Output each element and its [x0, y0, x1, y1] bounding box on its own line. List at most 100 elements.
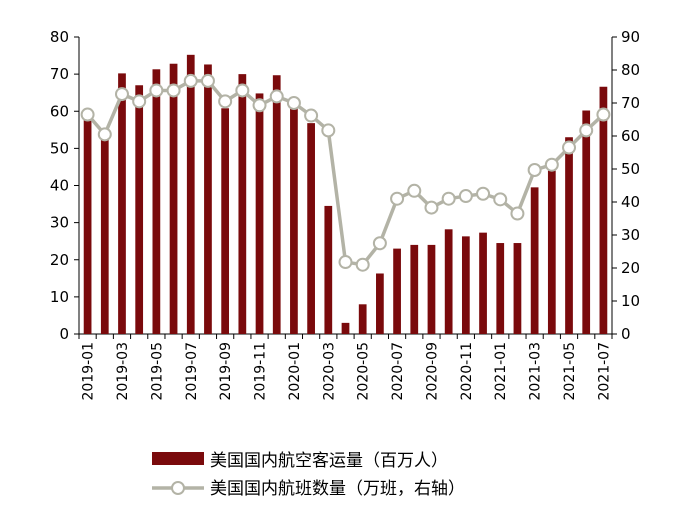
line-point [510, 206, 525, 221]
legend-bar-swatch [152, 452, 204, 465]
right-tick-label: 20 [621, 259, 640, 277]
bar [118, 73, 126, 334]
bar [152, 69, 161, 334]
bar [204, 64, 212, 334]
series-line [86, 79, 605, 267]
x-tick-label: 2020-11 [459, 342, 475, 401]
legend: 美国国内航空客运量（百万人） 美国国内航班数量（万班，右轴） [152, 451, 465, 499]
bar [238, 74, 247, 334]
bar [530, 187, 539, 334]
left-tick-label: 50 [50, 139, 69, 157]
left-tick-label: 70 [50, 65, 69, 83]
left-tick-label: 10 [50, 288, 69, 306]
bar [135, 85, 144, 334]
bar [324, 205, 333, 334]
bar [341, 322, 350, 334]
right-tick-label: 40 [621, 193, 640, 211]
right-tick-label: 80 [621, 61, 640, 79]
bar [221, 108, 230, 334]
x-tick-label: 2019-09 [218, 342, 234, 401]
line-series [80, 73, 611, 272]
line-point [235, 83, 250, 98]
left-tick-label: 0 [59, 325, 69, 343]
legend-line-label: 美国国内航班数量（万班，右轴） [210, 479, 465, 499]
bar [461, 236, 470, 334]
bar [255, 93, 264, 335]
bar [496, 243, 505, 334]
x-tick-label: 2021-03 [528, 342, 544, 401]
right-tick-label: 10 [621, 292, 640, 310]
line-point [544, 157, 559, 172]
line-point [458, 189, 473, 204]
bar [358, 304, 367, 334]
line-point [304, 108, 319, 123]
left-tick-label: 20 [50, 251, 69, 269]
line-point [407, 183, 422, 198]
x-tick-label: 2019-07 [184, 342, 200, 401]
line-point [97, 127, 112, 142]
line-point [132, 94, 147, 109]
line-point [183, 73, 198, 88]
right-tick-label: 0 [621, 325, 631, 343]
bar [186, 54, 195, 334]
x-tick-label: 2020-07 [390, 342, 406, 401]
line-point [80, 107, 95, 122]
bar [479, 232, 487, 334]
line-point [269, 89, 284, 104]
bar [427, 244, 436, 334]
line-point [562, 140, 577, 155]
x-tick-label: 2019-03 [115, 342, 131, 401]
left-tick-label: 30 [50, 214, 69, 232]
left-tick-label: 40 [50, 177, 69, 195]
line-point [114, 87, 129, 102]
bar [100, 131, 109, 334]
x-tick-label: 2020-01 [287, 342, 303, 401]
legend-line-marker [171, 481, 185, 495]
left-tick-label: 60 [50, 102, 69, 120]
line-point [390, 191, 405, 206]
line-point [596, 107, 611, 122]
x-tick-label: 2021-01 [493, 342, 509, 401]
bar [272, 75, 281, 335]
bar [565, 137, 573, 334]
bar [582, 110, 591, 334]
x-tick-label: 2019-05 [149, 342, 165, 401]
bar [169, 63, 178, 334]
bar [599, 86, 608, 334]
x-tick-label: 2020-05 [356, 342, 372, 401]
left-tick-label: 80 [50, 28, 69, 46]
right-tick-label: 30 [621, 226, 640, 244]
bar [290, 104, 298, 334]
line-point [252, 98, 267, 113]
bar [513, 243, 522, 334]
bar [547, 170, 556, 334]
line-point [579, 123, 594, 138]
bar-series [83, 54, 608, 335]
x-tick-label: 2019-01 [81, 342, 97, 401]
line-point [321, 123, 336, 138]
right-tick-label: 70 [621, 94, 640, 112]
x-tick-label: 2019-11 [253, 342, 269, 401]
tick-labels: 0 10 20 30 40 50 60 70 80 0 10 20 30 40 50 60 70 80 90 2019… [50, 28, 640, 401]
line-point [355, 257, 370, 272]
line-point [166, 83, 181, 98]
bar [444, 229, 453, 334]
line-point [493, 192, 508, 207]
line-point [372, 236, 387, 251]
legend-bar-label: 美国国内航空客运量（百万人） [210, 451, 448, 471]
line-point [338, 255, 353, 270]
bar [410, 244, 419, 334]
right-tick-label: 60 [621, 127, 640, 145]
bar [83, 119, 92, 334]
line-point [286, 96, 301, 110]
bar [307, 123, 315, 334]
line-point [200, 73, 215, 88]
right-tick-label: 50 [621, 160, 640, 178]
line-point [441, 191, 456, 206]
line-point [527, 162, 542, 177]
line-point [476, 186, 491, 201]
right-tick-label: 90 [621, 28, 640, 46]
x-tick-label: 2020-09 [424, 342, 440, 401]
bar [376, 273, 384, 334]
